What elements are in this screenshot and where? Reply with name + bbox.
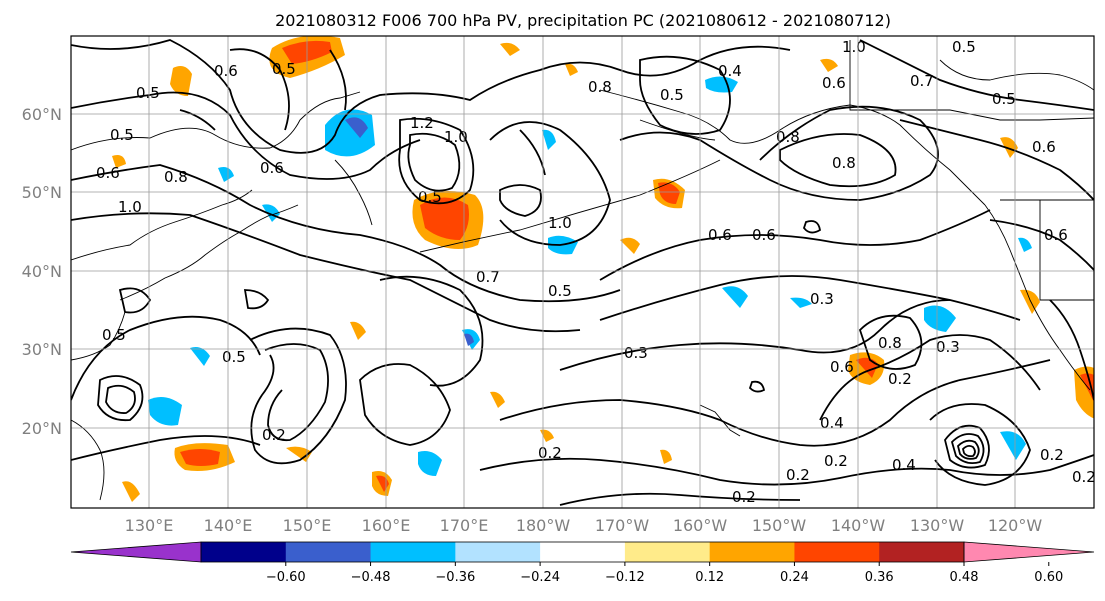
colorbar-swatch xyxy=(709,542,795,562)
contour-label: 0.2 xyxy=(888,370,912,388)
contour-label: 0.2 xyxy=(824,452,848,470)
contour-label: 0.8 xyxy=(878,334,902,352)
contour-label: 0.5 xyxy=(110,126,134,144)
contour-labels: 0.5 0.6 0.5 0.5 0.6 0.8 1.0 1.2 1.0 0.5 … xyxy=(96,38,1096,506)
contour-label: 0.5 xyxy=(418,188,442,206)
contour-label: 0.7 xyxy=(910,72,934,90)
contour-label: 0.6 xyxy=(752,226,776,244)
colorbar-swatch xyxy=(201,542,287,562)
lon-label-140w: 140°W xyxy=(831,516,886,535)
contour-label: 0.2 xyxy=(1072,468,1096,486)
lon-label-150w: 150°W xyxy=(752,516,807,535)
contour-label: 0.5 xyxy=(272,60,296,78)
lon-label-140e: 140°E xyxy=(204,516,253,535)
colorbar-tick-label: −0.24 xyxy=(520,570,560,585)
lat-label-30n: 30°N xyxy=(22,340,62,359)
colorbar-swatch xyxy=(540,542,626,562)
map-background xyxy=(71,36,1094,508)
contour-label: 1.0 xyxy=(842,38,866,56)
map-frame xyxy=(70,35,1095,509)
colorbar-tick-label: 0.60 xyxy=(1034,570,1063,585)
contour-label: 0.5 xyxy=(992,90,1016,108)
contour-label: 0.7 xyxy=(476,268,500,286)
contour-label: 1.2 xyxy=(410,114,434,132)
contour-label: 0.4 xyxy=(718,62,742,80)
contour-label: 1.0 xyxy=(444,128,468,146)
lon-label-160e: 160°E xyxy=(362,516,411,535)
colorbar-swatch xyxy=(879,542,965,562)
contour-label: 1.0 xyxy=(548,214,572,232)
contour-label: 0.5 xyxy=(102,326,126,344)
lon-label-130e: 130°E xyxy=(125,516,174,535)
longitude-labels: 130°E 140°E 150°E 160°E 170°E 180°W 170°… xyxy=(125,516,1043,535)
colorbar: −0.60 −0.48 −0.36 −0.24 −0.12 0.12 0.24 0.36 0.4… xyxy=(70,541,1095,585)
contour-label: 1.0 xyxy=(118,198,142,216)
lon-label-160w: 160°W xyxy=(673,516,728,535)
colorbar-tick-label: −0.12 xyxy=(605,570,645,585)
lat-label-50n: 50°N xyxy=(22,183,62,202)
contour-label: 0.3 xyxy=(936,338,960,356)
contour-label: 0.8 xyxy=(164,168,188,186)
contour-label: 0.3 xyxy=(810,290,834,308)
colorbar-swatch xyxy=(285,542,372,562)
map-panel: 0.5 0.6 0.5 0.5 0.6 0.8 1.0 1.2 1.0 0.5 … xyxy=(70,35,1096,509)
lon-label-120w: 120°W xyxy=(988,516,1043,535)
lon-label-170e: 170°E xyxy=(440,516,489,535)
contour-label: 0.2 xyxy=(786,466,810,484)
lat-label-40n: 40°N xyxy=(22,262,62,281)
contour-label: 0.2 xyxy=(262,426,286,444)
contour-label: 0.5 xyxy=(660,86,684,104)
colorbar-swatch xyxy=(370,542,456,562)
pv-contours xyxy=(71,39,1094,506)
colorbar-tick-label: 0.12 xyxy=(695,570,724,585)
lon-label-130w: 130°W xyxy=(910,516,965,535)
colorbar-swatch xyxy=(794,542,880,562)
contour-label: 0.8 xyxy=(832,154,856,172)
coastlines xyxy=(71,40,1094,501)
colorbar-extend-high xyxy=(963,541,1095,563)
contour-label: 0.6 xyxy=(1032,138,1056,156)
contour-label: 0.6 xyxy=(214,62,238,80)
colorbar-extend-low xyxy=(70,541,202,563)
contour-label: 0.6 xyxy=(96,164,120,182)
colorbar-swatch xyxy=(624,542,711,562)
contour-label: 0.8 xyxy=(776,128,800,146)
contour-label: 0.5 xyxy=(548,282,572,300)
contour-label: 0.2 xyxy=(538,444,562,462)
contour-label: 0.6 xyxy=(260,159,284,177)
contour-label: 0.3 xyxy=(624,344,648,362)
map-title: 2021080312 F006 700 hPa PV, precipitatio… xyxy=(275,11,891,30)
colorbar-tick-label: −0.36 xyxy=(435,570,475,585)
precip-shading xyxy=(112,36,1094,502)
latitude-labels: 60°N 50°N 40°N 30°N 20°N xyxy=(22,105,62,438)
contour-label: 0.6 xyxy=(708,226,732,244)
contour-label: 0.6 xyxy=(822,74,846,92)
colorbar-tick-label: −0.48 xyxy=(351,570,391,585)
contour-label: 0.5 xyxy=(952,38,976,56)
colorbar-tick-label: 0.36 xyxy=(865,570,894,585)
colorbar-tick-label: 0.48 xyxy=(950,570,979,585)
lon-label-170w: 170°W xyxy=(595,516,650,535)
contour-label: 0.8 xyxy=(588,78,612,96)
contour-label: 0.4 xyxy=(892,456,916,474)
contour-label: 0.2 xyxy=(1040,446,1064,464)
colorbar-tick-label: −0.60 xyxy=(266,570,306,585)
colorbar-tick-label: 0.24 xyxy=(780,570,809,585)
contour-label: 0.2 xyxy=(732,488,756,506)
colorbar-swatch xyxy=(455,542,541,562)
contour-label: 0.6 xyxy=(830,358,854,376)
contour-label: 0.5 xyxy=(136,84,160,102)
lat-label-20n: 20°N xyxy=(22,419,62,438)
contour-label: 0.6 xyxy=(1044,226,1068,244)
lat-label-60n: 60°N xyxy=(22,105,62,124)
gridlines xyxy=(71,36,1094,508)
colorbar-frame xyxy=(200,541,965,563)
lon-label-180w: 180°W xyxy=(516,516,571,535)
contour-label: 0.5 xyxy=(222,348,246,366)
lon-label-150e: 150°E xyxy=(283,516,332,535)
contour-label: 0.4 xyxy=(820,414,844,432)
